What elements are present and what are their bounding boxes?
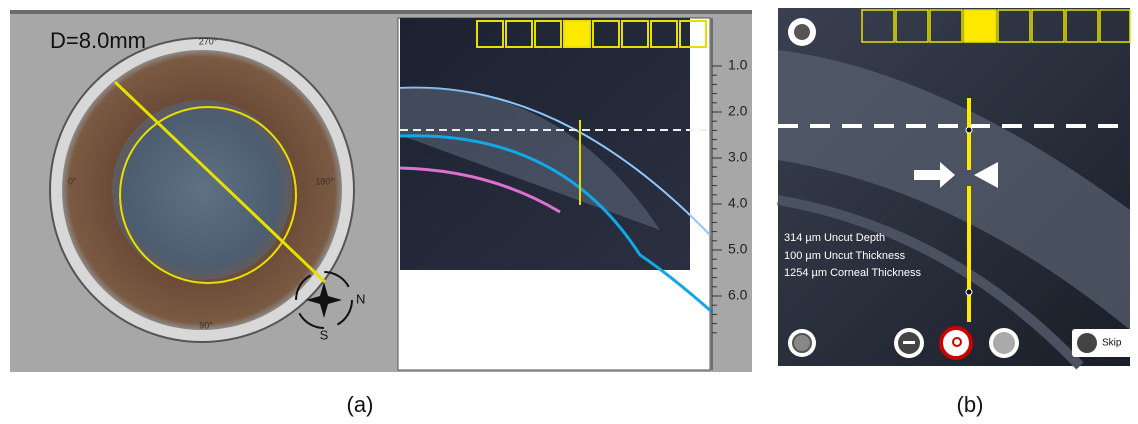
scale-label: 1.0 — [728, 57, 748, 73]
caption: (a) — [347, 392, 374, 417]
scale-label: 2.0 — [728, 103, 748, 119]
angle-label: 0° — [68, 176, 77, 186]
figure: D=8.0mm 270° 0° 180° 90° N S 1.0 2.0 3.0 4.… — [0, 0, 1138, 424]
skip-button[interactable]: Skip — [1072, 329, 1134, 357]
diameter-label: D=8.0mm — [50, 28, 146, 53]
angle-label: 270° — [199, 36, 218, 46]
angle-label: 180° — [315, 176, 334, 186]
measurement: 100 µm Uncut Thickness — [784, 250, 906, 262]
zoom-in-button[interactable] — [989, 328, 1019, 358]
skip-label[interactable]: Skip — [1102, 338, 1122, 349]
scale-label: 5.0 — [728, 241, 748, 257]
scale-label: 6.0 — [728, 287, 748, 303]
panel-a: D=8.0mm 270° 0° 180° 90° N S 1.0 2.0 3.0 4.… — [10, 10, 752, 372]
rotate-button[interactable] — [788, 18, 816, 46]
measurement: 314 µm Uncut Depth — [784, 232, 885, 244]
panel-b: 314 µm Uncut Depth 100 µm Uncut Thicknes… — [778, 8, 1134, 366]
compass-label: S — [320, 327, 329, 342]
scale-label: 4.0 — [728, 195, 748, 211]
zoom-out-button[interactable] — [894, 328, 924, 358]
circle-button[interactable] — [788, 329, 816, 357]
top-bar — [10, 10, 752, 14]
measurement: 1254 µm Corneal Thickness — [784, 267, 921, 279]
caption: (b) — [957, 392, 984, 417]
compass-label: N — [356, 291, 365, 306]
angle-label: 90° — [199, 320, 213, 330]
scale-label: 3.0 — [728, 149, 748, 165]
magnify-button[interactable] — [941, 328, 971, 358]
